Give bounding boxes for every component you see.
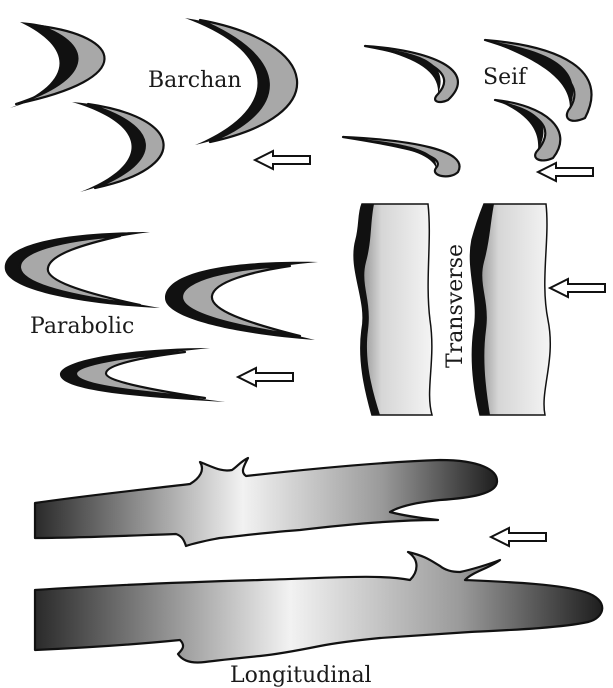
seif-dune xyxy=(341,135,461,178)
left-arrow-icon xyxy=(490,527,547,547)
transverse-label: Transverse xyxy=(443,244,468,368)
transverse-dune xyxy=(353,203,433,416)
transverse-group: Transverse xyxy=(353,203,606,416)
parabolic-dune xyxy=(59,348,225,402)
left-arrow-icon xyxy=(254,150,311,170)
longitudinal-label: Longitudinal xyxy=(230,663,372,688)
longitudinal-dune xyxy=(33,550,604,664)
barchan-dune xyxy=(10,22,106,108)
seif-group: Seif xyxy=(341,38,594,182)
parabolic-dune xyxy=(4,232,160,308)
barchan-label: Barchan xyxy=(148,68,242,93)
left-arrow-icon xyxy=(237,367,294,387)
parabolic-group: Parabolic xyxy=(4,232,318,402)
left-arrow-icon xyxy=(549,278,606,298)
left-arrow-icon xyxy=(537,162,594,182)
seif-label: Seif xyxy=(483,65,528,90)
seif-dune xyxy=(493,98,562,162)
parabolic-dune xyxy=(165,261,318,340)
barchan-dune xyxy=(72,102,165,192)
parabolic-label: Parabolic xyxy=(30,314,134,339)
barchan-dune xyxy=(185,18,299,145)
longitudinal-dune xyxy=(33,456,499,548)
seif-dune xyxy=(483,38,593,122)
seif-dune xyxy=(363,44,459,104)
transverse-dune xyxy=(469,203,552,416)
barchan-group: Barchan xyxy=(10,18,311,192)
longitudinal-group: Longitudinal xyxy=(33,456,604,688)
